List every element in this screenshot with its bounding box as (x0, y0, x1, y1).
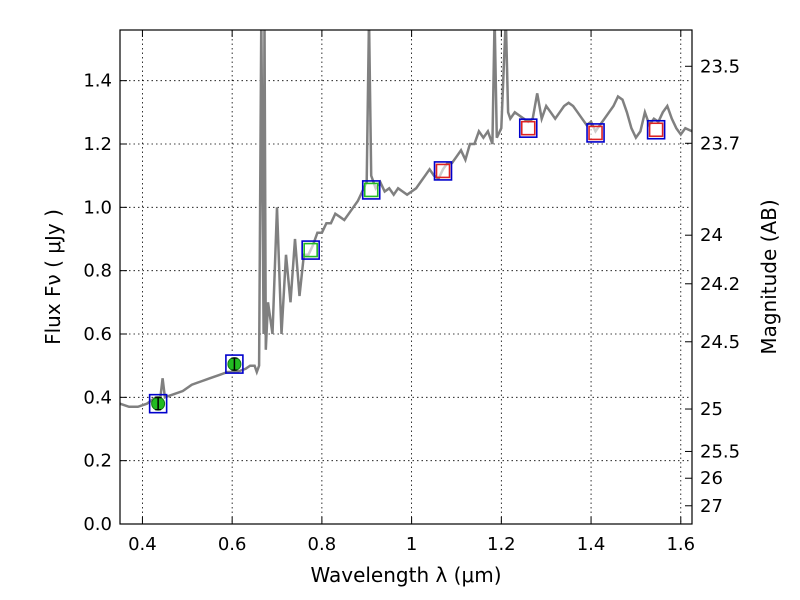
y-tick-label: 0.2 (83, 451, 112, 472)
x-tick-label: 0.4 (128, 534, 157, 555)
y-tick-label: 0.4 (83, 387, 112, 408)
model-flux-box (586, 123, 605, 143)
model-flux-box (518, 118, 538, 138)
y-tick-label: 1.0 (83, 197, 112, 218)
x-tick-label: 1.6 (666, 534, 695, 555)
photometry-point (225, 354, 244, 374)
model-flux-box (225, 354, 244, 374)
photometry-point (361, 180, 381, 200)
y-tick-label: 0.6 (83, 324, 112, 345)
plot-frame (119, 29, 693, 525)
photometry-points (148, 118, 666, 414)
magnitude-tick-label: 27 (700, 496, 723, 517)
model-flux-box (148, 393, 168, 414)
x-tick-label: 1.2 (487, 534, 516, 555)
photometry-point (433, 161, 453, 181)
filter-flux-square (520, 120, 536, 136)
y-axis-ticks: 0.0 0.2 0.4 0.6 0.8 1.0 1.2 1.4 (83, 71, 127, 535)
photometry-point (646, 119, 666, 140)
magnitude-tick-label: 24.2 (700, 274, 740, 295)
y-tick-label: 1.2 (83, 134, 112, 155)
x-tick-label: 1.4 (577, 534, 606, 555)
photometry-point (518, 118, 538, 138)
y-tick-label: 1.4 (83, 71, 112, 92)
magnitude-axis-title: Magnitude (AB) (757, 199, 781, 354)
photometry-point (301, 240, 320, 260)
magnitude-tick-label: 24 (700, 225, 723, 246)
y-tick-label: 0.0 (83, 514, 112, 535)
x-axis-ticks: 0.4 0.6 0.8 1 1.2 1.4 1.6 (128, 30, 695, 555)
magnitude-tick-label: 25 (700, 399, 723, 420)
filter-flux-square (303, 242, 318, 258)
x-tick-label: 0.6 (218, 534, 247, 555)
x-tick-label: 1 (406, 534, 417, 555)
photometry-point (148, 393, 168, 414)
grid (120, 30, 692, 525)
plot-area (120, 30, 692, 414)
model-flux-box (433, 161, 453, 181)
filter-flux-square (435, 163, 451, 179)
x-tick-label: 0.8 (308, 534, 337, 555)
magnitude-tick-label: 26 (700, 468, 723, 489)
y-axis-title: Flux Fν ( μJy ) (41, 209, 65, 345)
magnitude-axis-ticks: 23.5 23.7 24 24.2 24.5 25 25.5 26 27 (685, 56, 740, 517)
y-tick-label: 0.8 (83, 261, 112, 282)
magnitude-tick-label: 23.7 (700, 133, 740, 154)
magnitude-tick-label: 23.5 (700, 56, 740, 77)
filter-flux-square (363, 182, 379, 198)
photometry-point (586, 123, 605, 143)
model-flux-box (361, 180, 381, 200)
spectrum-line (120, 30, 692, 409)
magnitude-tick-label: 24.5 (700, 332, 740, 353)
filter-flux-square (588, 125, 603, 141)
model-flux-box (301, 240, 320, 260)
x-axis-title: Wavelength λ (μm) (310, 563, 501, 587)
magnitude-tick-label: 25.5 (700, 441, 740, 462)
model-flux-box (646, 119, 666, 140)
filter-flux-square (648, 122, 664, 138)
